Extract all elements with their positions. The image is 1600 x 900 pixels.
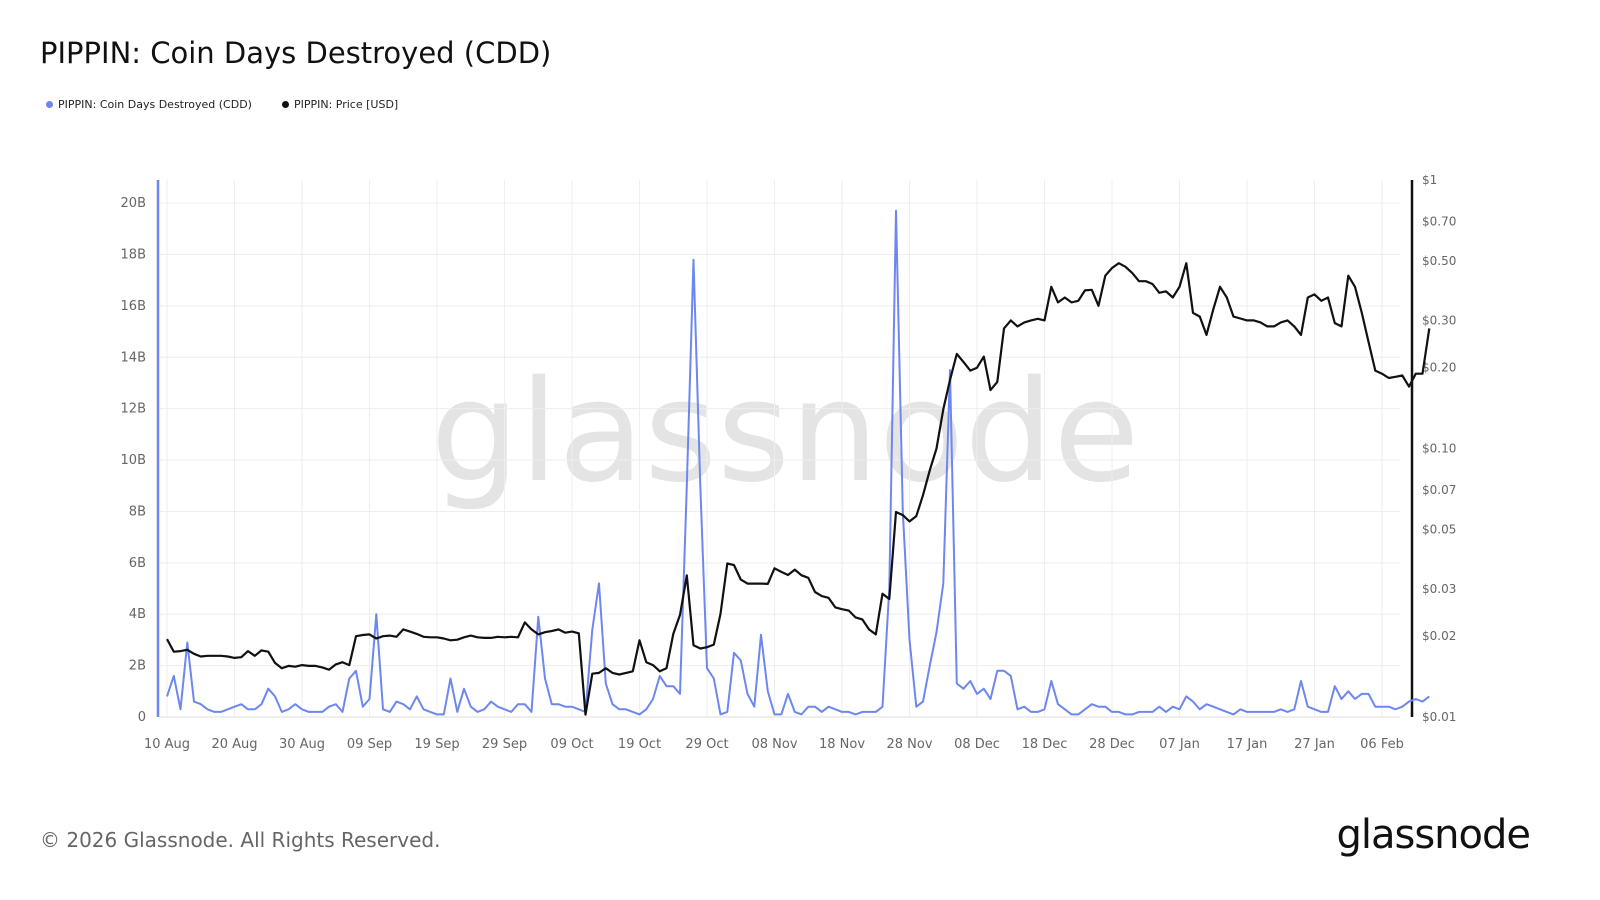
- legend-label-cdd: PIPPIN: Coin Days Destroyed (CDD): [58, 98, 252, 111]
- x-tick-label: 28 Dec: [1089, 737, 1135, 752]
- right-tick-label: $0.50: [1422, 254, 1456, 268]
- legend-label-price: PIPPIN: Price [USD]: [293, 98, 399, 111]
- right-axis: $0.01 $0.02 $0.03 $0.05 $0.07 $0.10 $0.20 $0.30…: [1410, 173, 1456, 724]
- legend-dot-cdd: [46, 101, 53, 108]
- x-tick-label: 29 Sep: [482, 737, 527, 752]
- left-tick-label: 8B: [129, 504, 146, 519]
- right-tick-label: $0.30: [1422, 313, 1456, 327]
- x-tick-label: 17 Jan: [1227, 737, 1268, 752]
- x-tick-label: 27 Jan: [1294, 737, 1335, 752]
- brand-logo: glassnode: [1336, 812, 1531, 858]
- x-tick-label: 19 Sep: [414, 737, 459, 752]
- x-tick-label: 06 Feb: [1360, 737, 1404, 752]
- x-tick-label: 18 Nov: [819, 737, 865, 752]
- left-tick-label: 12B: [121, 402, 146, 417]
- right-tick-label: $0.02: [1422, 629, 1456, 643]
- left-tick-label: 14B: [121, 350, 146, 365]
- watermark-text: glassnode: [431, 351, 1140, 514]
- chart-title: PIPPIN: Coin Days Destroyed (CDD): [40, 36, 552, 70]
- left-tick-label: 0: [138, 710, 146, 725]
- x-tick-label: 29 Oct: [685, 737, 728, 752]
- x-axis: 10 Aug 20 Aug 30 Aug 09 Sep 19 Sep 29 Sep 09 O…: [144, 716, 1404, 752]
- legend-item-cdd[interactable]: PIPPIN: Coin Days Destroyed (CDD): [46, 98, 252, 111]
- left-tick-label: 16B: [121, 299, 146, 314]
- right-tick-label: $0.05: [1422, 522, 1456, 536]
- x-tick-label: 30 Aug: [279, 737, 325, 752]
- right-tick-label: $0.01: [1422, 710, 1456, 724]
- x-tick-label: 09 Oct: [550, 737, 593, 752]
- x-tick-label: 18 Dec: [1022, 737, 1068, 752]
- right-tick-label: $0.10: [1422, 442, 1456, 456]
- x-tick-label: 07 Jan: [1159, 737, 1200, 752]
- cdd-series-line: [166, 209, 1430, 716]
- x-tick-label: 09 Sep: [347, 737, 392, 752]
- right-tick-label: $0.07: [1422, 483, 1456, 497]
- grid-lines: [160, 180, 1400, 718]
- legend-dot-price: [281, 101, 289, 108]
- x-tick-label: 19 Oct: [618, 737, 661, 752]
- copyright-text: © 2026 Glassnode. All Rights Reserved.: [40, 828, 441, 852]
- left-tick-label: 4B: [129, 607, 146, 622]
- left-tick-label: 6B: [129, 556, 146, 571]
- x-tick-label: 28 Nov: [886, 737, 932, 752]
- legend: PIPPIN: Coin Days Destroyed (CDD) PIPPIN…: [46, 98, 398, 111]
- left-tick-label: 10B: [121, 453, 146, 468]
- left-tick-label: 18B: [121, 248, 146, 263]
- right-tick-label: $0.03: [1422, 582, 1456, 596]
- left-tick-label: 2B: [129, 659, 146, 674]
- right-tick-label: $0.20: [1422, 361, 1456, 375]
- right-tick-label: $1: [1422, 173, 1437, 187]
- x-tick-label: 20 Aug: [211, 737, 257, 752]
- left-axis: 0 2B 4B 6B 8B 10B 12B 14B 16B 18B 20B: [121, 180, 160, 725]
- right-tick-label: $0.70: [1422, 215, 1456, 229]
- price-series-line: [166, 262, 1431, 716]
- left-tick-label: 20B: [121, 196, 146, 211]
- series-group: [166, 209, 1431, 716]
- x-tick-label: 08 Nov: [751, 737, 797, 752]
- x-tick-label: 08 Dec: [954, 737, 1000, 752]
- legend-item-price[interactable]: PIPPIN: Price [USD]: [281, 98, 399, 111]
- x-tick-label: 10 Aug: [144, 737, 190, 752]
